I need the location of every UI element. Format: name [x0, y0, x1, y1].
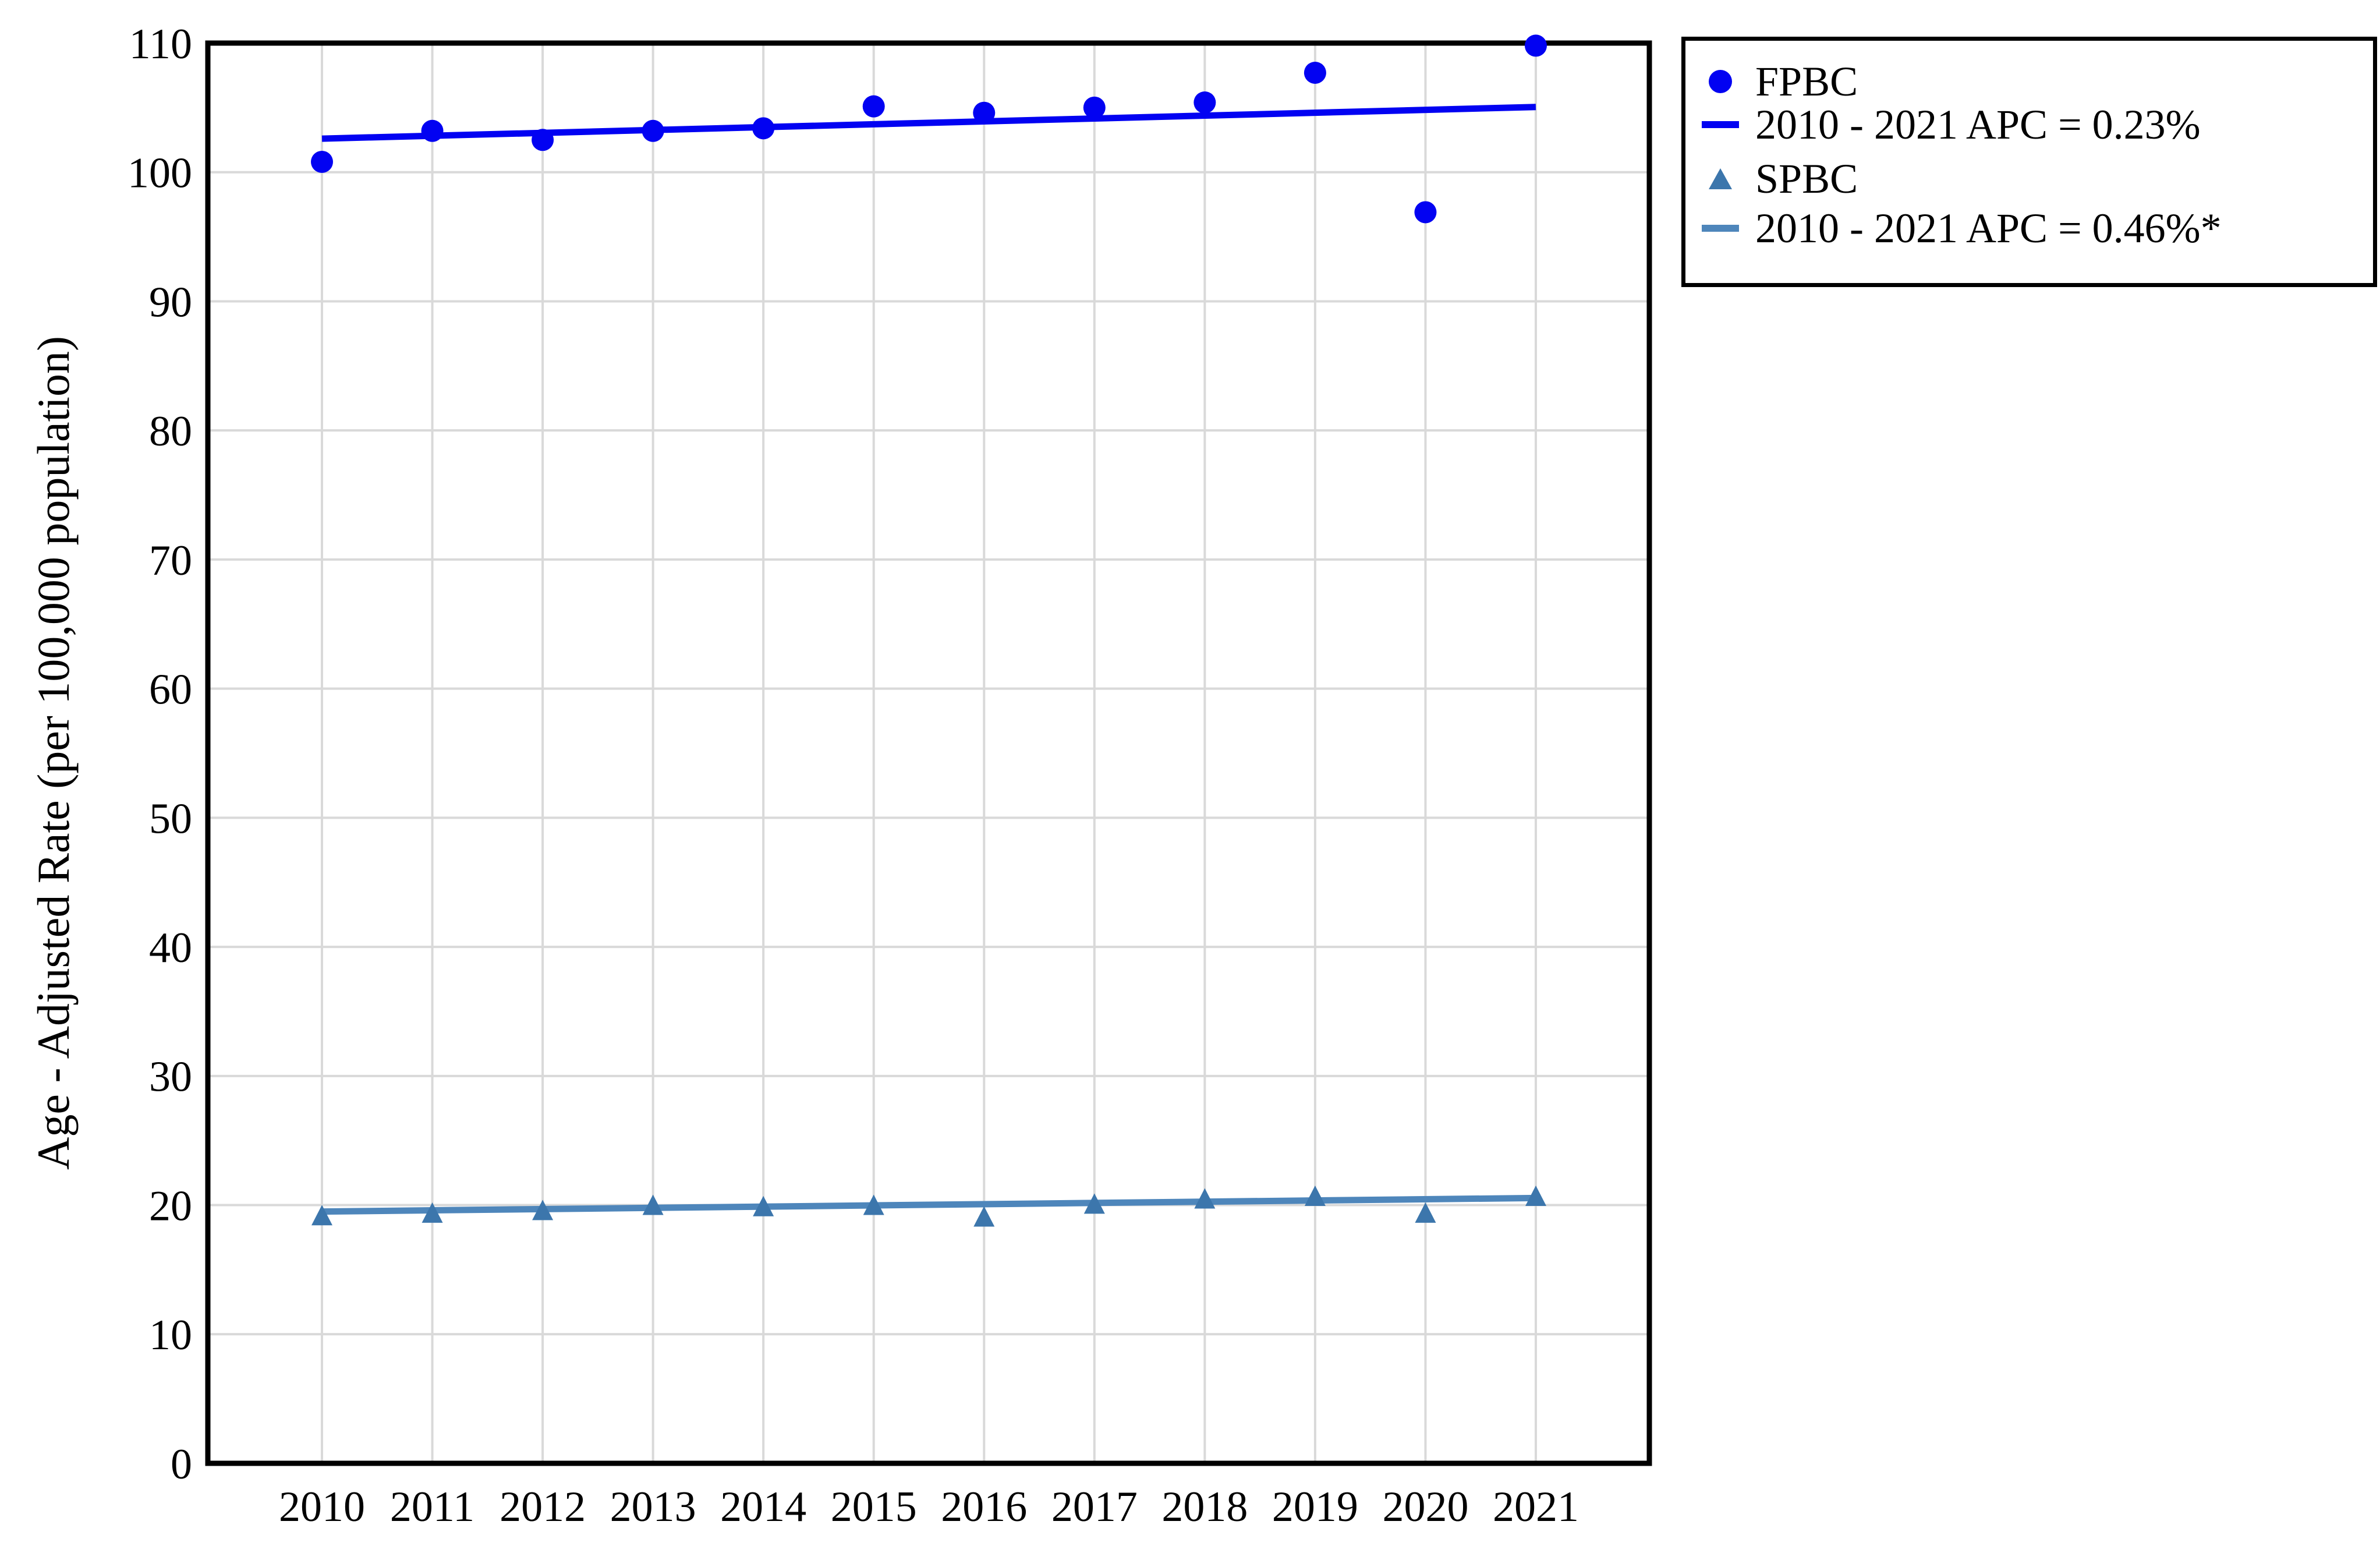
fpbc-point-2010 [311, 150, 333, 173]
legend-row-spbc-apc: 2010 - 2021 APC = 0.46%* [1685, 199, 2373, 257]
gridlines [208, 43, 1649, 1463]
x-tick-label-2013: 2013 [610, 1483, 696, 1531]
plot-border [205, 40, 1652, 1466]
spbc-point-2014 [753, 1195, 774, 1216]
x-tick-label-2011: 2011 [390, 1483, 474, 1531]
x-tick-label-2014: 2014 [720, 1483, 806, 1531]
legend-label-spbc: SPBC [1755, 155, 1858, 202]
spbc-trend-line [321, 1194, 1536, 1215]
fpbc-line-icon [1702, 121, 1739, 128]
legend-label-fpbc: FPBC [1755, 58, 1858, 105]
fpbc-point-2011 [421, 119, 444, 142]
y-tick-label-50: 50 [149, 795, 192, 843]
fpbc-point-2012 [532, 129, 554, 151]
spbc-point-2016 [973, 1206, 995, 1227]
fpbc-point-2016 [973, 101, 996, 124]
fpbc-circle-icon [1709, 70, 1732, 93]
x-tick-label-2018: 2018 [1161, 1483, 1248, 1531]
y-tick-label-0: 0 [171, 1441, 192, 1488]
data-markers [311, 34, 1547, 1227]
trend-lines [321, 104, 1536, 1215]
legend-marker-cell [1685, 70, 1755, 93]
x-tick-label-2020: 2020 [1382, 1483, 1468, 1531]
fpbc-point-2014 [752, 117, 775, 140]
y-tick-label-90: 90 [149, 278, 192, 326]
spbc-point-2015 [863, 1194, 884, 1215]
fpbc-point-2021 [1525, 34, 1547, 57]
x-tick-label-2010: 2010 [279, 1483, 365, 1531]
legend-marker-cell [1685, 168, 1755, 189]
y-tick-label-80: 80 [149, 408, 192, 455]
legend-row-fpbc: FPBC [1685, 52, 2373, 111]
fpbc-point-2015 [862, 95, 885, 118]
spbc-point-2017 [1083, 1193, 1105, 1214]
y-tick-label-10: 10 [149, 1311, 192, 1359]
spbc-point-2013 [642, 1194, 664, 1215]
fpbc-point-2019 [1304, 61, 1326, 84]
legend-marker-cell [1685, 225, 1755, 232]
fpbc-point-2013 [642, 119, 664, 142]
y-tick-label-40: 40 [149, 924, 192, 972]
fpbc-point-2017 [1083, 96, 1106, 119]
x-tick-label-2015: 2015 [831, 1483, 917, 1531]
spbc-line-icon [1702, 225, 1739, 232]
y-tick-labels: 0 10 20 30 40 50 60 70 80 90 100 110 [128, 20, 192, 1488]
x-tick-label-2021: 2021 [1493, 1483, 1579, 1531]
legend: FPBC 2010 - 2021 APC = 0.23% SPBC 2010 -… [1681, 37, 2377, 287]
spbc-point-2012 [532, 1200, 554, 1221]
spbc-point-2018 [1194, 1188, 1216, 1209]
y-tick-label-70: 70 [149, 537, 192, 585]
fpbc-point-2018 [1193, 91, 1216, 114]
legend-row-spbc: SPBC [1685, 150, 2373, 208]
x-tick-label-2012: 2012 [500, 1483, 586, 1531]
y-tick-label-30: 30 [149, 1053, 192, 1101]
legend-marker-cell [1685, 121, 1755, 128]
spbc-point-2020 [1415, 1202, 1436, 1223]
y-tick-label-100: 100 [128, 150, 192, 197]
spbc-triangle-icon [1709, 168, 1732, 189]
x-tick-label-2019: 2019 [1272, 1483, 1358, 1531]
x-tick-label-2017: 2017 [1051, 1483, 1138, 1531]
spbc-point-2019 [1304, 1186, 1326, 1207]
spbc-point-2010 [311, 1205, 332, 1226]
legend-label-fpbc-apc: 2010 - 2021 APC = 0.23% [1755, 101, 2201, 148]
x-tick-label-2016: 2016 [941, 1483, 1027, 1531]
y-tick-label-60: 60 [149, 666, 192, 714]
y-axis-title: Age - Adjusted Rate (per 100,000 populat… [28, 336, 79, 1170]
fpbc-trend-line [321, 104, 1536, 142]
fpbc-point-2020 [1414, 201, 1437, 224]
y-tick-label-20: 20 [149, 1182, 192, 1230]
legend-row-fpbc-apc: 2010 - 2021 APC = 0.23% [1685, 95, 2373, 154]
spbc-point-2021 [1525, 1186, 1546, 1207]
y-tick-label-110: 110 [129, 20, 192, 68]
plot-border-rect [205, 40, 1652, 1466]
legend-label-spbc-apc: 2010 - 2021 APC = 0.46%* [1755, 205, 2222, 252]
spbc-point-2011 [422, 1202, 443, 1223]
x-tick-labels: 2010 2011 2012 2013 2014 2015 2016 2017 2018 2019… [279, 1483, 1579, 1531]
